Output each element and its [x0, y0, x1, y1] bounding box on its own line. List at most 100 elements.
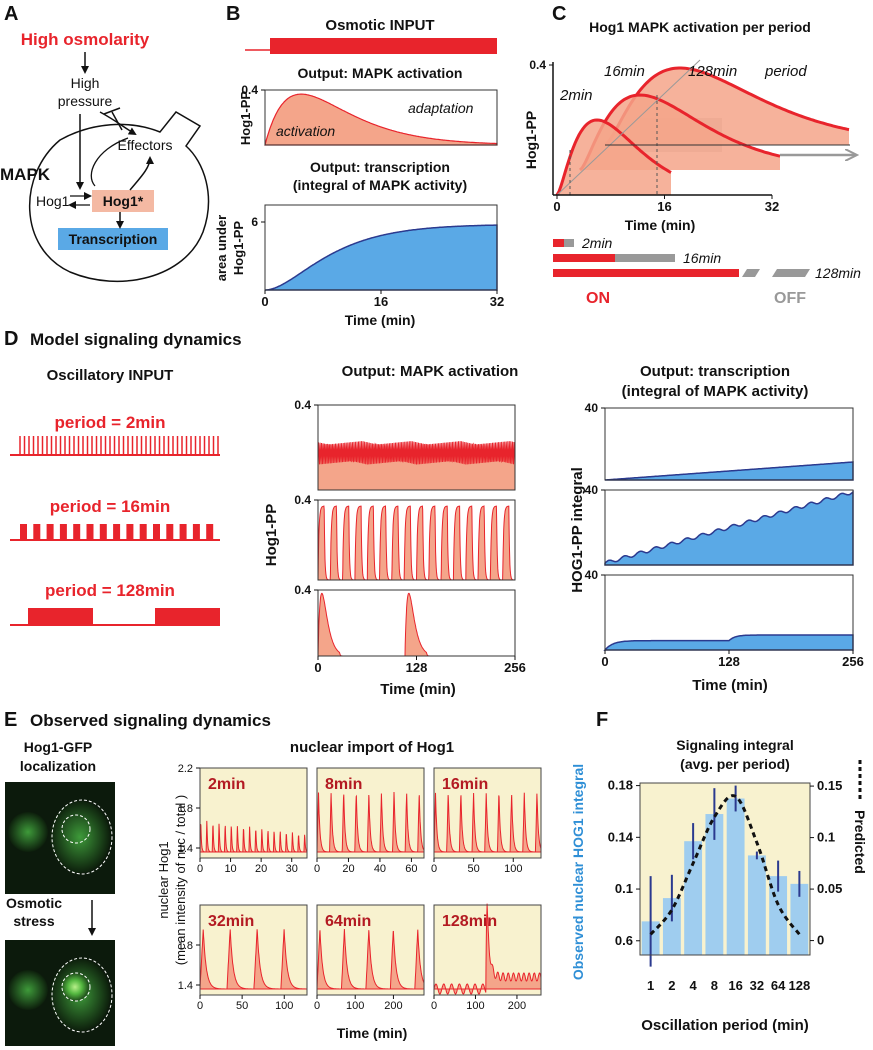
x-tick-label: 0 — [261, 294, 268, 309]
label: period = 16min — [50, 497, 170, 516]
label: Hog1-PP — [231, 221, 246, 276]
x-tick-label: 0 — [314, 660, 321, 675]
hog1-active-box — [92, 190, 154, 212]
integral-trace — [603, 634, 854, 651]
plot-frame — [316, 767, 425, 859]
x-tick-label: 0 — [431, 1000, 437, 1012]
y-tick-label: 1.8 — [178, 940, 193, 952]
label: Time (min) — [692, 677, 768, 694]
y-tick-label: 1.4 — [178, 980, 193, 992]
label: C — [552, 3, 566, 25]
input-pulse — [33, 524, 41, 540]
label: Output: transcription — [640, 363, 790, 380]
input-pulse — [179, 524, 187, 540]
input-pulse — [192, 524, 200, 540]
label: Time (min) — [380, 681, 456, 698]
depth-line — [556, 59, 701, 196]
x-tick-label: 0 — [601, 654, 608, 669]
x-tick-label: 0 — [553, 199, 560, 214]
x-tick-label: 0 — [314, 863, 320, 875]
label: A — [4, 3, 18, 25]
label: D — [4, 328, 18, 350]
cell-outline — [51, 799, 113, 875]
label: (avg. per period) — [680, 756, 790, 772]
subplot-label: 32min — [208, 913, 254, 930]
label: B — [226, 3, 240, 25]
label: Time (min) — [345, 312, 416, 328]
label: (integral of MAPK activity) — [622, 383, 809, 400]
activation-curve-line — [578, 93, 781, 172]
label: period — [764, 63, 807, 80]
import-trace — [316, 791, 425, 853]
subplot-label: 16min — [442, 776, 488, 793]
input-pulse — [59, 524, 67, 540]
input-pulse — [139, 524, 147, 540]
x-tick-label: 2 — [668, 978, 675, 993]
input-pulse — [126, 524, 134, 540]
x-tick-label: 16 — [657, 199, 671, 214]
x-tick-label: 128 — [406, 660, 428, 675]
subplot-label: 64min — [325, 913, 371, 930]
off-bar — [564, 239, 574, 247]
input-pulse — [113, 524, 121, 540]
mapk-curve — [264, 93, 498, 146]
y-tick-label: 0 — [817, 933, 824, 948]
label: E — [4, 709, 17, 731]
label: (mean intensity of nuc / total ) — [173, 795, 188, 966]
plot-frame — [433, 904, 542, 996]
y-tick-label: 0.15 — [817, 778, 842, 793]
y-tick-label: 0.05 — [817, 881, 842, 896]
x-tick-label: 0 — [197, 863, 203, 875]
activation-curve-line — [555, 118, 672, 196]
off-bar — [742, 269, 760, 277]
y-tick-label: 0.4 — [294, 583, 311, 597]
x-tick-label: 32 — [490, 294, 504, 309]
input-pulse — [73, 524, 81, 540]
x-tick-label: 100 — [504, 863, 522, 875]
plot-frame — [433, 767, 542, 859]
label: Observed nuclear HOG1 integral — [570, 764, 586, 980]
inhibit — [111, 111, 123, 131]
activation-curve-line — [604, 66, 850, 147]
label: area under — [214, 215, 229, 281]
x-tick-label: 100 — [346, 1000, 364, 1012]
input-label: High osmolarity — [21, 30, 150, 49]
label: activation — [276, 123, 335, 139]
x-tick-label: 0 — [431, 863, 437, 875]
label: Observed signaling dynamics — [30, 711, 271, 730]
input-pulse — [166, 524, 174, 540]
bar — [705, 814, 724, 955]
integral-trace — [604, 461, 854, 481]
input-step — [270, 38, 497, 54]
cell — [8, 812, 48, 852]
y-tick-label: 0.18 — [608, 778, 633, 793]
on-bar — [553, 254, 615, 262]
label: period = 2min — [55, 413, 166, 432]
label: Output: transcription — [310, 159, 450, 175]
label: MAPK — [0, 165, 51, 184]
mapk-trace — [317, 505, 515, 581]
x-tick-label: 100 — [275, 1000, 293, 1012]
x-tick-label: 200 — [384, 1000, 402, 1012]
y-tick-label: 40 — [585, 483, 599, 497]
y-tick-label: 0.4 — [241, 83, 258, 97]
label: Predicted — [852, 810, 868, 874]
x-tick-label: 200 — [508, 1000, 526, 1012]
x-tick-label: 20 — [342, 863, 354, 875]
x-tick-label: 8 — [711, 978, 718, 993]
import-trace — [433, 903, 542, 995]
y-tick-label: 6 — [251, 215, 258, 229]
x-tick-label: 100 — [466, 1000, 484, 1012]
cell-outline — [29, 111, 210, 283]
plot-frame — [639, 782, 811, 956]
label: 128min — [815, 265, 861, 281]
label: adaptation — [408, 100, 474, 116]
label: 128min — [688, 63, 737, 80]
label: Effectors — [118, 137, 173, 153]
label: 2min — [581, 235, 613, 251]
x-tick-label: 4 — [690, 978, 698, 993]
label: HOG1-PP integral — [569, 467, 586, 593]
input-pulse — [153, 524, 160, 540]
mapk-trace — [317, 441, 516, 491]
